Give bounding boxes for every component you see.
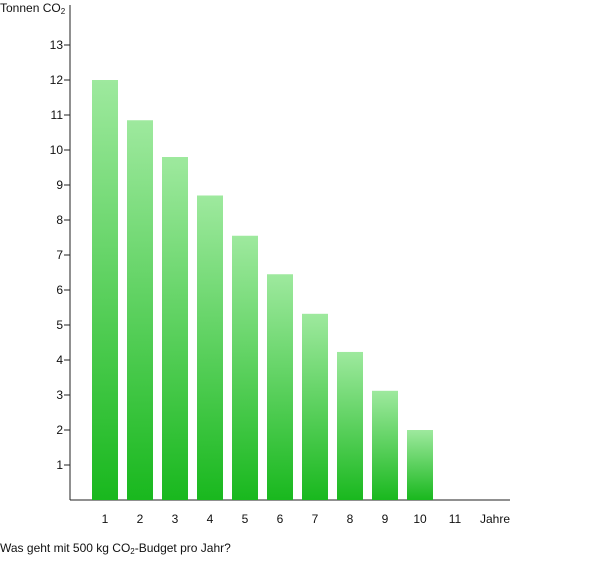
x-tick-label: 4	[207, 512, 214, 526]
y-tick-label: 11	[51, 108, 64, 122]
x-tick-label: 3	[172, 512, 179, 526]
y-tick-label: 13	[50, 38, 64, 52]
x-tick-label: 6	[277, 512, 284, 526]
bar-year-1	[92, 80, 118, 500]
y-tick-label: 12	[50, 73, 64, 87]
x-tick-label: 1	[102, 512, 109, 526]
y-axis-label: Tonnen CO2	[0, 1, 66, 16]
y-tick-label: 6	[56, 283, 63, 297]
y-tick-label: 5	[56, 318, 63, 332]
x-axis-label: Jahre	[480, 512, 510, 526]
y-tick-label: 4	[56, 353, 63, 367]
x-tick-label: 5	[242, 512, 249, 526]
y-tick-label: 7	[56, 248, 63, 262]
y-tick-label: 3	[56, 388, 63, 402]
x-tick-label: 9	[382, 512, 389, 526]
x-tick-label: 2	[137, 512, 144, 526]
y-tick-label: 10	[50, 143, 64, 157]
bar-year-7	[302, 313, 328, 500]
bar-year-8	[337, 351, 363, 500]
chart-caption: Was geht mit 500 kg CO2-Budget pro Jahr?	[0, 541, 231, 556]
bar-year-2	[127, 120, 153, 500]
y-tick-label: 8	[56, 213, 63, 227]
bar-year-10	[407, 430, 433, 500]
bar-year-4	[197, 195, 223, 500]
bar-year-6	[267, 274, 293, 500]
y-tick-label: 1	[56, 458, 63, 472]
bar-year-5	[232, 235, 258, 500]
bar-year-9	[372, 390, 398, 500]
x-tick-label: 8	[347, 512, 354, 526]
x-tick-label: 7	[312, 512, 319, 526]
y-tick-label: 9	[56, 178, 63, 192]
bar-year-3	[162, 157, 188, 500]
x-tick-label: 11	[449, 512, 462, 526]
y-tick-label: 2	[56, 423, 63, 437]
x-tick-label: 10	[413, 512, 427, 526]
